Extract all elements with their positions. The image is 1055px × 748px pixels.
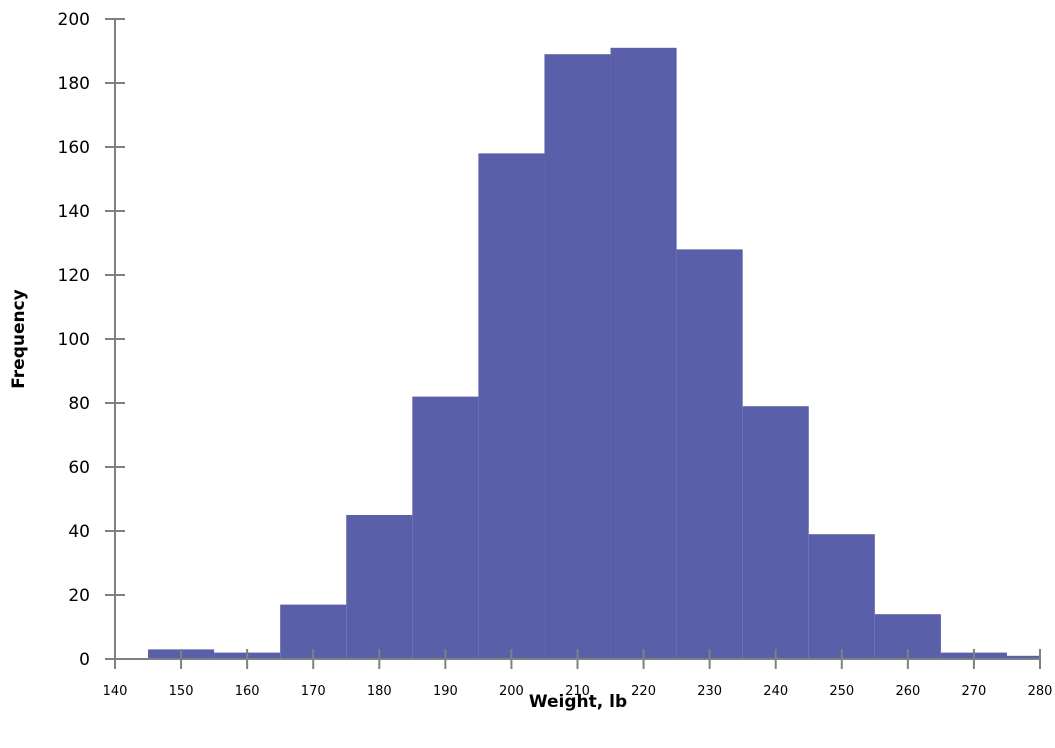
y-tick-label-80: 80 bbox=[68, 394, 90, 414]
x-tick-label-280: 280 bbox=[1028, 684, 1053, 699]
x-tick-label-220: 220 bbox=[631, 684, 656, 699]
x-tick-label-140: 140 bbox=[103, 684, 128, 699]
x-axis-title: Weight, lb bbox=[529, 692, 627, 712]
histogram-bar-245-255 bbox=[808, 534, 875, 659]
y-axis-ticks: 0 20 40 60 80 100 120 140 160 180 200 bbox=[58, 10, 125, 670]
histogram-bars bbox=[148, 47, 1041, 660]
histogram-bar-275-285 bbox=[1006, 655, 1041, 659]
y-tick-label-40: 40 bbox=[68, 522, 90, 542]
x-tick-label-190: 190 bbox=[433, 684, 458, 699]
y-axis-title: Frequency bbox=[9, 289, 29, 389]
y-tick-label-140: 140 bbox=[58, 202, 90, 222]
y-tick-label-120: 120 bbox=[58, 266, 90, 286]
y-tick-label-60: 60 bbox=[68, 458, 90, 478]
x-axis-ticks: 140 150 160 170 180 190 200 210 220 230 240 250 260 2… bbox=[103, 649, 1053, 699]
x-tick-label-240: 240 bbox=[763, 684, 788, 699]
histogram-bar-225-235 bbox=[676, 249, 743, 659]
x-tick-label-250: 250 bbox=[829, 684, 854, 699]
histogram-bar-195-205 bbox=[478, 153, 545, 659]
y-tick-label-200: 200 bbox=[58, 10, 90, 30]
y-tick-label-180: 180 bbox=[58, 74, 90, 94]
x-tick-label-270: 270 bbox=[962, 684, 987, 699]
y-tick-label-20: 20 bbox=[68, 586, 90, 606]
y-tick-label-0: 0 bbox=[79, 650, 90, 670]
x-tick-label-170: 170 bbox=[301, 684, 326, 699]
x-tick-label-150: 150 bbox=[169, 684, 194, 699]
histogram-bar-235-245 bbox=[742, 406, 809, 659]
y-tick-label-100: 100 bbox=[58, 330, 90, 350]
x-tick-label-160: 160 bbox=[235, 684, 260, 699]
y-tick-label-160: 160 bbox=[58, 138, 90, 158]
histogram-bar-215-225 bbox=[610, 47, 677, 660]
x-tick-label-180: 180 bbox=[367, 684, 392, 699]
x-tick-label-230: 230 bbox=[697, 684, 722, 699]
x-tick-label-210: 210 bbox=[565, 684, 590, 699]
x-tick-label-260: 260 bbox=[895, 684, 920, 699]
histogram-bar-205-215 bbox=[544, 54, 611, 659]
histogram-bar-185-195 bbox=[412, 396, 479, 659]
histogram-bar-175-185 bbox=[346, 515, 413, 659]
x-tick-label-200: 200 bbox=[499, 684, 524, 699]
